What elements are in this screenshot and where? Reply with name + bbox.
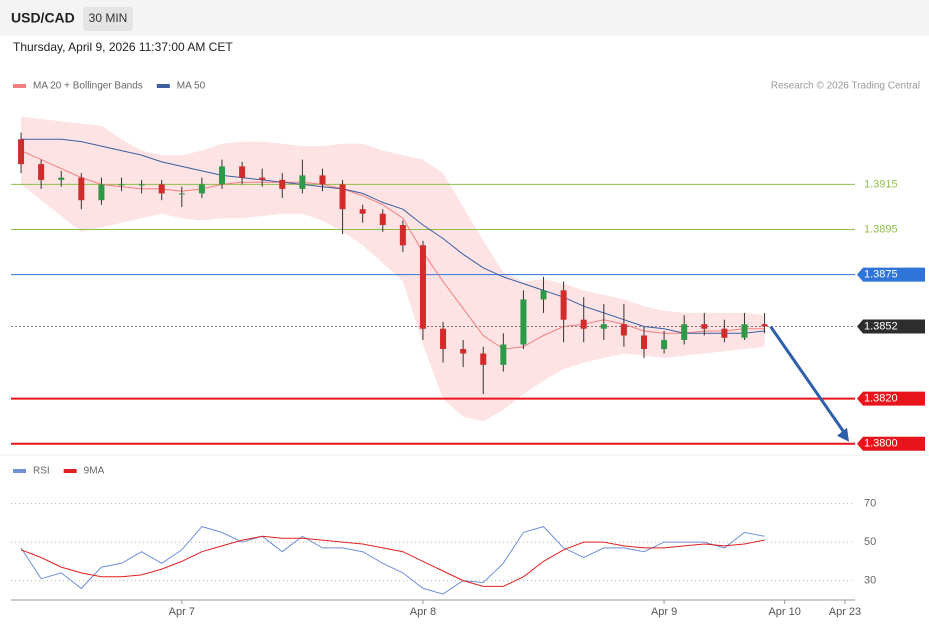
candle-body <box>98 184 105 201</box>
candle-body <box>18 139 25 165</box>
candle-body <box>259 177 266 180</box>
ma-line <box>20 150 765 350</box>
candle-body <box>480 353 487 365</box>
candle-body <box>580 319 587 329</box>
legend-swatch <box>13 84 26 88</box>
legend-swatch <box>156 84 170 88</box>
candle-body <box>58 177 65 180</box>
candle-body <box>681 324 688 340</box>
level-tag <box>857 391 925 406</box>
legend-swatch <box>13 469 26 473</box>
datetime: Thursday, April 9, 2026 11:37:00 AM CET <box>13 40 233 54</box>
candle-body <box>138 184 145 186</box>
legend-label: MA 50 <box>177 81 206 92</box>
y-tick-label: 70 <box>864 497 876 509</box>
candle-body <box>239 166 246 178</box>
candle-body <box>118 184 125 186</box>
candle-body <box>419 245 426 329</box>
candle-body <box>460 349 467 354</box>
candle-body <box>520 299 527 345</box>
legend-swatch <box>63 469 77 473</box>
candle-body <box>279 179 286 189</box>
x-tick-label: Apr 7 <box>169 606 195 618</box>
credit: Research © 2026 Trading Central <box>771 81 920 92</box>
level-tag <box>857 436 925 451</box>
y-tick-label: 30 <box>864 575 876 587</box>
level-label: 1.3915 <box>864 178 898 190</box>
legend-label: RSI <box>33 466 50 477</box>
candle-body <box>178 193 185 195</box>
level-tag <box>857 267 925 282</box>
level-label: 1.3895 <box>864 223 898 235</box>
candle-body <box>38 164 45 180</box>
candle-body <box>761 324 768 327</box>
candle-body <box>701 324 708 329</box>
candle-body <box>219 166 225 185</box>
legend-label: MA 20 + Bollinger Bands <box>33 81 143 92</box>
legend-label: 9MA <box>84 466 105 477</box>
ma-line <box>21 138 765 334</box>
level-tag <box>857 319 925 334</box>
candle-body <box>600 324 607 329</box>
bollinger-band <box>21 116 765 422</box>
level-label: 1.3852 <box>864 320 898 332</box>
candle-body <box>379 213 386 225</box>
candle-body <box>440 328 447 350</box>
candle-body <box>399 225 406 246</box>
candle-body <box>560 290 567 320</box>
interval-badge[interactable] <box>83 7 133 31</box>
candle-body <box>620 324 627 336</box>
candle-body <box>158 184 165 194</box>
indicator-line <box>20 535 765 587</box>
forecast-arrow <box>769 325 847 435</box>
candle-body <box>500 344 507 365</box>
header-bar <box>0 0 929 36</box>
interval[interactable]: 30 MIN <box>89 11 128 25</box>
candle-body <box>319 175 326 185</box>
level-label: 1.3800 <box>864 438 898 450</box>
candle-body <box>198 184 205 194</box>
symbol: USD/CAD <box>11 10 75 26</box>
candle-body <box>540 290 547 300</box>
candle-body <box>661 340 668 350</box>
candle-body <box>299 175 306 189</box>
x-tick-label: Apr 10 <box>768 606 800 618</box>
indicator-line <box>20 526 765 595</box>
forecast-arrowhead <box>837 427 849 442</box>
x-tick-label: Apr 8 <box>410 606 436 618</box>
candle-body <box>359 209 366 214</box>
candle-body <box>641 335 647 350</box>
x-tick-label: Apr 9 <box>651 606 677 618</box>
candle-body <box>741 324 748 338</box>
level-label: 1.3820 <box>864 393 898 405</box>
candle-body <box>78 177 85 201</box>
level-label: 1.3875 <box>864 269 898 281</box>
y-tick-label: 50 <box>864 536 876 548</box>
x-tick-label: Apr 23 <box>829 606 861 618</box>
candle-body <box>339 184 346 210</box>
candle-body <box>721 328 728 338</box>
